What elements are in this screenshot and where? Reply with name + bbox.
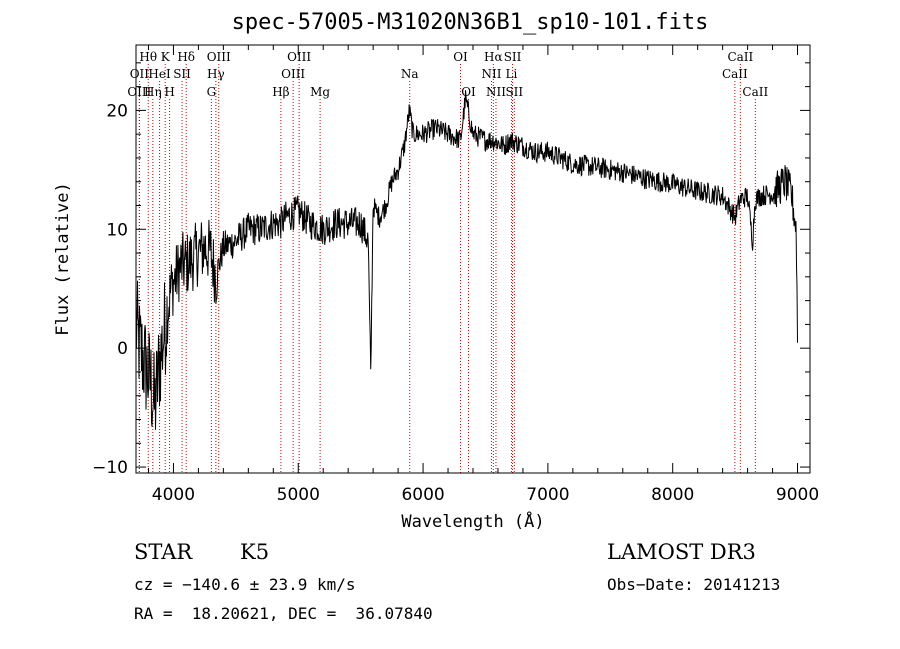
cz-value: cz = −140.6 ± 23.9 km/s — [134, 575, 356, 594]
line-label-21: G — [207, 85, 217, 99]
line-label-18: OIII — [127, 85, 151, 99]
line-label-5: OI — [453, 50, 468, 64]
line-label-20: H — [164, 85, 174, 99]
line-label-24: OI — [461, 85, 476, 99]
obs-date: Obs−Date: 20141213 — [607, 575, 781, 594]
line-label-17: CaII — [722, 67, 748, 81]
line-label-4: OIII — [287, 50, 311, 64]
subclass-label: K5 — [240, 540, 270, 564]
line-label-1: K — [161, 50, 171, 64]
line-label-9: OII — [130, 67, 150, 81]
chart-title: spec-57005-M31020N36B1_sp10-101.fits — [231, 10, 709, 35]
line-label-0: Hθ — [139, 50, 157, 64]
survey-label: LAMOST DR3 — [607, 540, 756, 564]
line-label-25: NII — [486, 85, 506, 99]
y-tick-label-3: 20 — [106, 101, 128, 121]
coordinates: RA = 18.20621, DEC = 36.07840 — [134, 604, 433, 623]
x-tick-label-2: 6000 — [401, 485, 444, 505]
x-axis-label: Wavelength (Å) — [401, 510, 544, 532]
line-label-13: OIII — [281, 67, 305, 81]
line-label-26: SII — [505, 85, 523, 99]
line-label-14: Na — [401, 67, 419, 81]
y-tick-label-2: 10 — [106, 220, 128, 240]
spectrum-line — [135, 90, 798, 430]
line-label-27: CaII — [742, 85, 768, 99]
line-label-22: Hβ — [272, 85, 289, 99]
line-label-8: CaII — [727, 50, 753, 64]
line-label-2: Hδ — [177, 50, 195, 64]
line-markers — [138, 64, 756, 473]
plot-frame — [135, 44, 811, 474]
line-label-10: HeI — [148, 67, 171, 81]
line-label-19: Hη — [144, 85, 162, 99]
x-tick-label-4: 8000 — [651, 485, 694, 505]
x-tick-label-1: 5000 — [277, 485, 320, 505]
class-label: STAR — [134, 540, 193, 564]
axis-ticks: 4000 5000 6000 7000 8000 9000 −10 0 10 20 — [92, 45, 819, 505]
y-tick-label-1: 0 — [117, 339, 128, 359]
line-label-15: NII — [481, 67, 501, 81]
x-tick-label-0: 4000 — [152, 485, 195, 505]
y-tick-label-0: −10 — [92, 458, 128, 478]
line-label-11: SII — [173, 67, 191, 81]
x-tick-label-3: 7000 — [526, 485, 569, 505]
line-label-23: Mg — [310, 85, 330, 99]
line-label-3: OIII — [207, 50, 231, 64]
line-label-16: Li — [506, 67, 518, 81]
line-label-6: Hα — [484, 50, 503, 64]
x-tick-label-5: 9000 — [776, 485, 819, 505]
y-axis-label: Flux (relative) — [53, 182, 73, 336]
line-label-7: SII — [504, 50, 522, 64]
line-label-12: Hγ — [207, 67, 225, 81]
